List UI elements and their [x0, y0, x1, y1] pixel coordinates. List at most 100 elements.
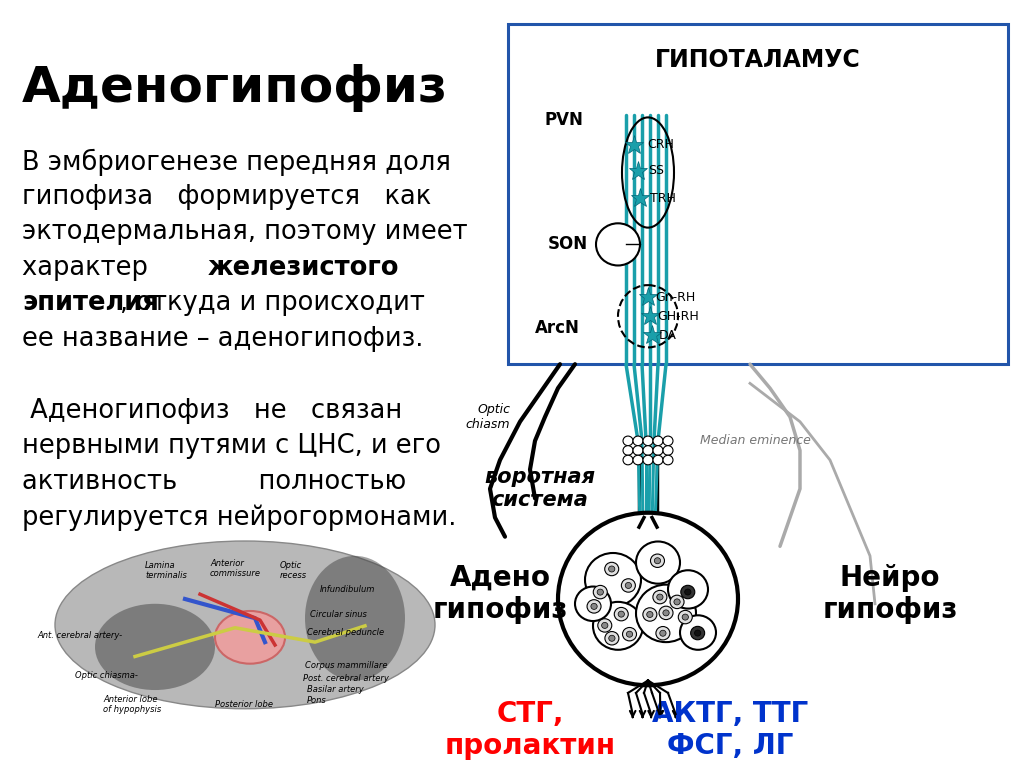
Circle shape [653, 591, 667, 604]
Circle shape [623, 456, 633, 465]
Text: Optic
chiasm: Optic chiasm [466, 403, 510, 431]
Text: TRH: TRH [650, 192, 676, 205]
Circle shape [605, 562, 618, 576]
Text: активность          полностью: активность полностью [22, 469, 407, 495]
Circle shape [636, 542, 680, 584]
Circle shape [690, 627, 705, 640]
Text: Median eminence: Median eminence [700, 434, 811, 447]
Circle shape [633, 456, 643, 465]
Text: Corpus mammillare: Corpus mammillare [305, 661, 387, 670]
Circle shape [663, 436, 673, 446]
Circle shape [682, 614, 688, 620]
Circle shape [674, 599, 680, 605]
Circle shape [643, 456, 653, 465]
Circle shape [626, 582, 632, 588]
Text: воротная
система: воротная система [484, 467, 596, 510]
Text: Basilar artery: Basilar artery [307, 685, 364, 694]
Circle shape [623, 436, 633, 446]
Text: Anterior lobe
of hypophysis: Anterior lobe of hypophysis [103, 695, 161, 714]
Text: Optic
recess: Optic recess [280, 561, 307, 580]
Circle shape [558, 513, 738, 685]
Circle shape [608, 635, 615, 641]
Text: Post. cerebral artery: Post. cerebral artery [303, 673, 389, 683]
Text: ArcN: ArcN [536, 319, 580, 337]
Circle shape [663, 446, 673, 456]
Circle shape [663, 610, 669, 616]
Circle shape [656, 594, 663, 600]
Text: Circular sinus: Circular sinus [310, 611, 367, 620]
Circle shape [678, 611, 692, 624]
Ellipse shape [55, 541, 435, 709]
Circle shape [633, 436, 643, 446]
Circle shape [643, 436, 653, 446]
Text: Cerebral peduncle: Cerebral peduncle [307, 627, 384, 637]
Circle shape [623, 627, 637, 641]
Circle shape [680, 615, 716, 650]
Bar [508, 24, 1008, 364]
Circle shape [627, 631, 633, 637]
Circle shape [593, 602, 643, 650]
Circle shape [614, 607, 629, 621]
Circle shape [668, 570, 708, 608]
Circle shape [598, 619, 611, 632]
Text: DA: DA [659, 329, 677, 342]
Circle shape [596, 223, 640, 265]
Text: Pons: Pons [307, 696, 327, 705]
Ellipse shape [95, 604, 215, 690]
Text: Ant. cerebral artery-: Ant. cerebral artery- [37, 630, 122, 640]
Circle shape [643, 607, 656, 621]
Text: ГИПОТАЛАМУС: ГИПОТАЛАМУС [655, 48, 861, 72]
Circle shape [591, 604, 597, 610]
Circle shape [653, 446, 663, 456]
Circle shape [622, 579, 635, 592]
Circle shape [575, 587, 611, 621]
Text: CRH: CRH [647, 138, 674, 151]
Text: эпителия: эпителия [22, 291, 159, 317]
Text: PVN: PVN [544, 110, 583, 129]
Circle shape [647, 611, 653, 617]
Circle shape [653, 456, 663, 465]
Circle shape [656, 627, 670, 640]
Text: SS: SS [648, 164, 664, 177]
Text: Аденогипофиз: Аденогипофиз [22, 64, 449, 112]
Text: , откуда и происходит: , откуда и происходит [120, 291, 425, 317]
Circle shape [587, 600, 601, 613]
Text: Lamina
terminalis: Lamina terminalis [145, 561, 186, 580]
Text: СТГ,
пролактин: СТГ, пролактин [444, 700, 615, 760]
Text: Адено
гипофиз: Адено гипофиз [432, 564, 567, 624]
Circle shape [636, 584, 696, 642]
Text: ее название – аденогипофиз.: ее название – аденогипофиз. [22, 326, 423, 352]
Text: Gn-RH: Gn-RH [655, 291, 695, 304]
Circle shape [585, 553, 641, 607]
Circle shape [659, 606, 673, 620]
Text: Нейро
гипофиз: Нейро гипофиз [822, 564, 957, 624]
Text: Infundibulum: Infundibulum [319, 584, 376, 594]
Ellipse shape [215, 611, 285, 663]
Text: характер: характер [22, 255, 221, 281]
Circle shape [694, 630, 700, 636]
Circle shape [602, 622, 608, 628]
Text: регулируется нейрогормонами.: регулируется нейрогормонами. [22, 504, 457, 531]
Circle shape [663, 456, 673, 465]
Text: Аденогипофиз   не   связан: Аденогипофиз не связан [22, 398, 402, 423]
Text: SON: SON [548, 235, 588, 253]
Circle shape [623, 446, 633, 456]
Circle shape [633, 446, 643, 456]
Circle shape [681, 585, 695, 599]
Text: нервными путями с ЦНС, и его: нервными путями с ЦНС, и его [22, 433, 441, 459]
Ellipse shape [305, 556, 406, 680]
Text: В эмбриогенезе передняя доля: В эмбриогенезе передняя доля [22, 149, 451, 176]
Text: АКТГ, ТТГ
ФСГ, ЛГ: АКТГ, ТТГ ФСГ, ЛГ [652, 700, 808, 760]
Circle shape [618, 611, 625, 617]
Circle shape [654, 558, 660, 564]
Text: гипофиза   формируется   как: гипофиза формируется как [22, 184, 431, 210]
Circle shape [653, 436, 663, 446]
Circle shape [659, 630, 666, 637]
Circle shape [605, 631, 618, 645]
Circle shape [608, 566, 614, 572]
Circle shape [650, 554, 665, 568]
Text: Anterior
commissure: Anterior commissure [210, 558, 261, 578]
Circle shape [670, 595, 684, 608]
Circle shape [593, 585, 607, 599]
Text: GH-RH: GH-RH [657, 310, 698, 323]
